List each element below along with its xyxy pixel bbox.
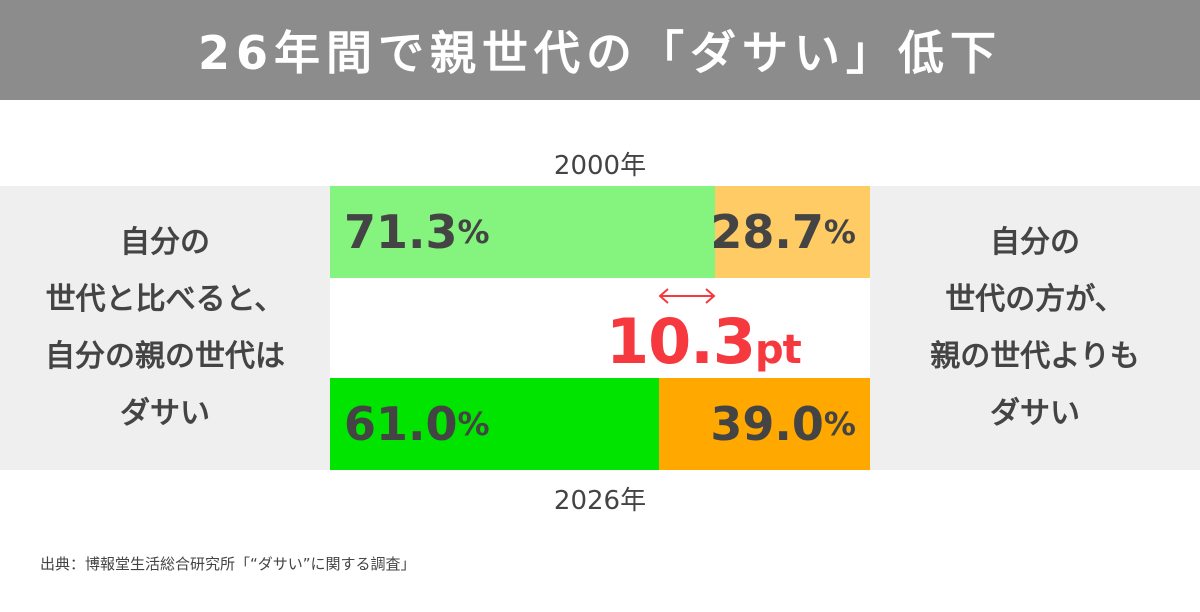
right-legend-label: 自分の 世代の方が、 親の世代よりも ダサい (870, 186, 1200, 470)
left-legend-label: 自分の 世代と比べると、 自分の親の世代は ダサい (0, 186, 330, 470)
bar-2026: 61.0% 39.0% (330, 378, 870, 470)
segment-value: 39.0 (710, 397, 824, 451)
segment-unit: % (823, 405, 856, 443)
bar-segment-parents-dasai: 61.0% (330, 378, 660, 470)
segment-value: 28.7 (710, 205, 824, 259)
segment-value: 61.0 (344, 397, 458, 451)
bar-segment-parents-dasai: 71.3% (330, 186, 716, 278)
segment-unit: % (457, 405, 490, 443)
right-label-line: 世代の方が、 (945, 282, 1125, 317)
segment-unit: % (457, 213, 490, 251)
difference-unit: pt (754, 327, 802, 373)
year-label-2026: 2026年 (553, 486, 647, 516)
bar-segment-own-dasai: 39.0% (659, 378, 870, 470)
left-label-line: 世代と比べると、 (45, 282, 285, 317)
left-label-line: 自分の (120, 225, 210, 260)
bar-gap (330, 278, 870, 378)
difference-annotation: 10.3pt (606, 305, 802, 378)
segment-value: 71.3 (344, 205, 458, 259)
right-label-line: 親の世代よりも (930, 339, 1140, 374)
difference-value: 10.3 (606, 305, 756, 378)
bar-2000: 71.3% 28.7% (330, 186, 870, 278)
double-arrow-icon (658, 288, 716, 304)
left-label-line: 自分の親の世代は (45, 339, 285, 374)
segment-unit: % (823, 213, 856, 251)
right-label-line: 自分の (990, 225, 1080, 260)
right-label-line: ダサい (990, 396, 1080, 431)
bar-segment-own-dasai: 28.7% (710, 186, 870, 278)
year-label-2000: 2000年 (553, 151, 647, 181)
source-note: 出典：博報堂生活総合研究所「“ダサい”に関する調査」 (40, 555, 416, 573)
left-label-line: ダサい (120, 396, 210, 431)
page-title: 26年間で親世代の「ダサい」低下 (197, 26, 1002, 80)
header-banner: 26年間で親世代の「ダサい」低下 (0, 0, 1200, 100)
